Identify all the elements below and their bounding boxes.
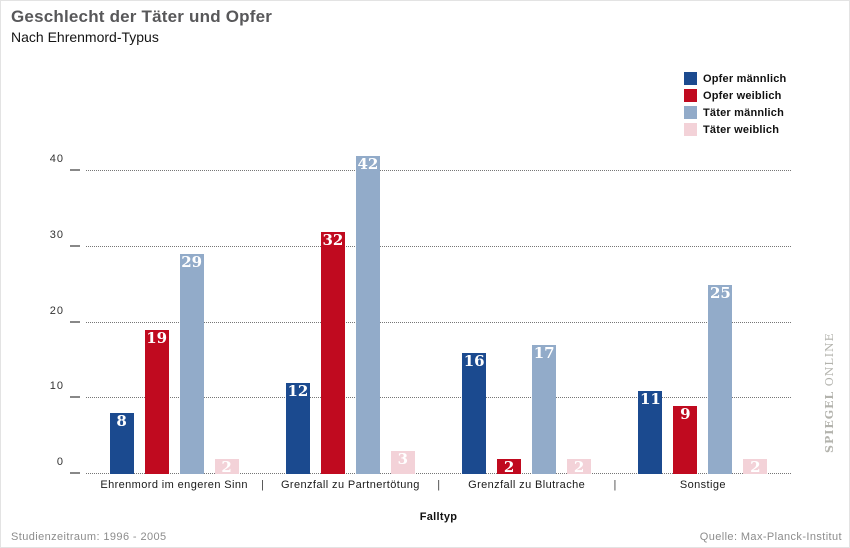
bar: 2	[497, 457, 522, 476]
y-tick-label-20: 20	[49, 304, 64, 317]
legend-label: Täter weiblich	[703, 123, 780, 136]
y-tick-label-40: 40	[49, 153, 64, 165]
category-label: Grenzfall zu Partnertötung |	[280, 479, 441, 491]
bar-value-label: 2	[750, 457, 761, 476]
gridline-y-0	[86, 473, 791, 474]
bar-value-label: 42	[357, 154, 379, 173]
bar: 25	[708, 283, 733, 474]
bar-value-label: 2	[503, 457, 515, 476]
category-separator: |	[437, 479, 441, 491]
y-tick-mark-40	[70, 169, 80, 171]
bar-value-label: 29	[181, 253, 203, 272]
spiegel-online-watermark: SPIEGEL ONLINE	[823, 332, 836, 453]
bar: 17	[532, 344, 557, 474]
bar-value-label: 25	[709, 283, 731, 302]
bar-value-label: 8	[116, 412, 127, 431]
watermark-brand: SPIEGEL	[823, 390, 836, 453]
bar-group: 11 9 25 2	[615, 144, 791, 474]
bar-value-label: 12	[287, 382, 309, 401]
legend-item: Opfer männlich	[684, 72, 786, 85]
legend-item: Täter männlich	[684, 106, 786, 119]
bar-value-label: 2	[573, 457, 585, 476]
y-tick-mark-30	[70, 244, 80, 247]
category-separator: |	[613, 479, 617, 491]
page-title: Geschlecht der Täter und Opfer	[11, 7, 273, 26]
bar-group: 16 2 17 2	[439, 144, 615, 474]
category-labels: Ehrenmord im engeren Sinn | Grenzfall zu P…	[86, 479, 791, 491]
gridline-y-40	[86, 170, 791, 171]
bar: 2	[214, 457, 239, 476]
bar: 11	[638, 389, 663, 474]
legend-swatch	[684, 72, 697, 85]
category-label: Ehrenmord im engeren Sinn |	[100, 479, 265, 491]
bar: 42	[355, 154, 380, 474]
bar: 19	[144, 329, 169, 474]
bar: 3	[390, 450, 415, 474]
bar: 9	[673, 404, 698, 474]
bar: 8	[109, 412, 134, 474]
bar: 12	[285, 382, 310, 474]
watermark-suffix: ONLINE	[823, 332, 836, 391]
legend-swatch	[684, 89, 697, 102]
y-tick-mark-0	[70, 472, 80, 474]
plot-area: 0 10 20 30 40 8 19 29 2 12 32 42 3 16 2 17 2 11 9 25 2 Ehre…	[50, 144, 791, 491]
page-subtitle: Nach Ehrenmord-Typus	[11, 29, 159, 45]
legend-swatch	[684, 106, 697, 119]
bar-value-label: 9	[680, 404, 691, 423]
bar-groups: 8 19 29 2 12 32 42 3 16 2 17 2 11 9 25 2	[86, 144, 791, 474]
bar: 2	[567, 457, 592, 476]
bar-value-label: 3	[397, 450, 409, 469]
bar: 32	[320, 230, 345, 474]
gridline-y-10	[86, 397, 791, 399]
category-label: Sonstige	[679, 479, 726, 491]
bar: 2	[743, 457, 768, 476]
legend-item: Opfer weiblich	[684, 89, 786, 102]
gridline-y-20	[86, 321, 791, 323]
bar-value-label: 11	[639, 389, 661, 408]
bar: 16	[462, 351, 487, 474]
category-separator: |	[260, 479, 265, 491]
legend-label: Täter männlich	[703, 106, 785, 119]
legend-swatch	[684, 123, 697, 136]
legend-label: Opfer männlich	[703, 72, 787, 85]
x-axis-title: Falltyp	[419, 511, 458, 523]
legend-label: Opfer weiblich	[703, 89, 782, 102]
legend-item: Täter weiblich	[684, 123, 786, 136]
bar-value-label: 16	[463, 351, 485, 370]
bar-value-label: 32	[322, 230, 344, 249]
category-label: Grenzfall zu Blutrache |	[468, 479, 617, 491]
y-tick-label-10: 10	[49, 380, 64, 393]
bar-group: 12 32 42 3	[262, 144, 438, 474]
bar-value-label: 19	[146, 329, 168, 348]
y-tick-label-0: 0	[56, 456, 64, 468]
y-tick-mark-20	[70, 320, 80, 323]
source-note: Quelle: Max-Planck-Institut	[699, 531, 842, 543]
gridline-y-30	[86, 245, 791, 247]
bar-value-label: 2	[221, 457, 232, 476]
bar-value-label: 17	[533, 344, 555, 363]
study-period-note: Studienzeitraum: 1996 - 2005	[11, 531, 167, 543]
bar-group: 8 19 29 2	[86, 144, 262, 474]
y-tick-mark-10	[70, 396, 80, 399]
y-tick-label-30: 30	[49, 228, 64, 241]
bar: 29	[179, 253, 204, 474]
legend: Opfer männlich Opfer weiblich Täter männli…	[684, 72, 786, 136]
